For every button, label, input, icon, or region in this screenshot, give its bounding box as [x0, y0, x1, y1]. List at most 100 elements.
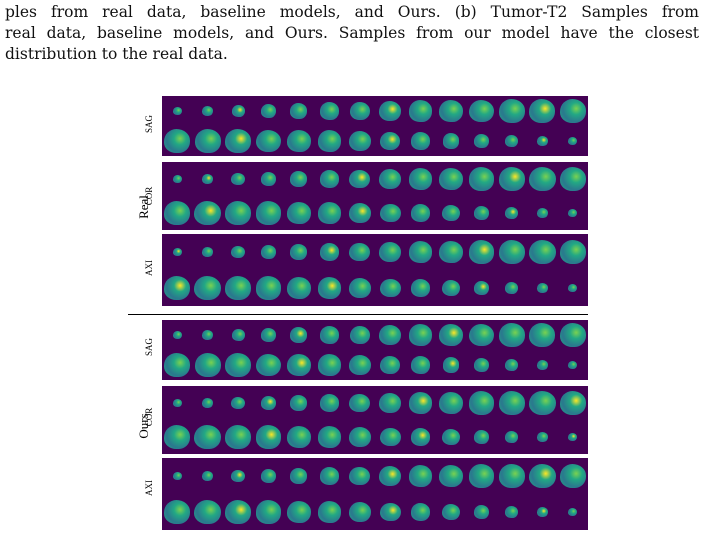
brain-slice	[194, 353, 221, 377]
brain-slice	[317, 130, 341, 152]
brain-slice	[172, 471, 182, 481]
brain-slice	[172, 247, 182, 257]
brain-slice	[379, 203, 401, 223]
brain-slice	[231, 396, 245, 410]
brain-slice	[505, 206, 519, 220]
brain-slice	[256, 129, 281, 153]
brain-slice	[473, 505, 490, 519]
brain-slice	[499, 99, 525, 123]
brain-slice	[348, 426, 371, 448]
brain-slice	[260, 172, 277, 186]
brain-slice	[468, 464, 495, 488]
brain-slice	[442, 133, 460, 149]
brain-slice	[505, 430, 519, 444]
brain-slice	[317, 277, 342, 299]
brain-slice	[505, 505, 519, 519]
brain-slice	[231, 245, 245, 259]
brain-slice	[408, 168, 433, 190]
brain-slice	[231, 172, 245, 186]
brain-slice	[442, 429, 460, 445]
brain-slice	[202, 330, 214, 340]
brain-slice	[231, 329, 245, 341]
brain-slice	[286, 129, 311, 153]
brain-slice	[442, 280, 460, 296]
brain-slice	[349, 393, 371, 413]
brain-slice	[529, 166, 556, 192]
brain-slice	[349, 325, 370, 345]
brain-slice	[379, 168, 402, 190]
brain-slice	[231, 469, 245, 483]
brain-slice	[559, 463, 586, 489]
brain-slice	[349, 242, 371, 262]
brain-slice	[225, 129, 251, 153]
brain-slice	[529, 390, 556, 416]
brain-slice	[379, 241, 402, 263]
figure-caption: ples from real data, baseline models, an…	[5, 2, 699, 65]
brain-slice	[286, 276, 312, 300]
brain-slice	[202, 470, 214, 482]
brain-slice	[261, 328, 276, 342]
brain-slice	[164, 200, 191, 226]
brain-slice	[505, 281, 519, 295]
brain-slice	[439, 99, 464, 123]
brain-slice	[559, 323, 586, 347]
brain-slice	[319, 394, 339, 412]
brain-slice	[225, 276, 252, 300]
brain-slice	[320, 102, 339, 120]
brain-slice	[473, 281, 490, 295]
brain-slice	[559, 239, 586, 265]
panel-ours-sag	[162, 320, 588, 380]
brain-slice	[349, 169, 371, 189]
brain-slice	[172, 107, 182, 115]
brain-slice	[536, 282, 548, 294]
brain-slice	[290, 171, 308, 187]
brain-slice	[194, 129, 221, 153]
brain-slice	[348, 354, 371, 375]
brain-slice	[536, 136, 548, 146]
brain-slice	[349, 466, 371, 486]
caption-line-3: distribution to the real data.	[5, 45, 228, 63]
brain-slice	[255, 201, 282, 225]
brain-slice	[290, 244, 308, 260]
brain-slice	[469, 99, 494, 123]
brain-slice	[498, 391, 525, 415]
view-label-ours-axi: AXI	[144, 480, 154, 496]
brain-slice	[379, 427, 401, 447]
brain-slice	[319, 170, 339, 188]
brain-slice	[379, 392, 402, 414]
brain-slice	[568, 507, 578, 517]
brain-slice	[348, 130, 371, 151]
brain-slice	[529, 239, 556, 265]
brain-slice	[438, 464, 464, 488]
brain-slice	[473, 430, 490, 444]
brain-slice	[202, 397, 214, 409]
brain-slice	[505, 359, 519, 371]
brain-slice	[468, 391, 495, 415]
brain-slice	[474, 134, 489, 148]
brain-slice	[319, 467, 339, 485]
brain-slice	[442, 205, 460, 221]
brain-slice	[536, 207, 548, 219]
brain-slice	[261, 104, 276, 118]
brain-slice	[164, 353, 191, 377]
brain-slice	[225, 201, 252, 225]
brain-slice	[286, 425, 312, 449]
brain-slice	[442, 504, 460, 520]
brain-slice	[473, 206, 490, 220]
brain-slice	[286, 353, 311, 377]
brain-slice	[255, 425, 282, 449]
brain-slice	[164, 275, 191, 301]
brain-slice	[536, 360, 548, 370]
brain-slice	[317, 354, 341, 376]
brain-slice	[442, 357, 460, 373]
brain-slice	[468, 240, 495, 264]
brain-slice	[411, 428, 431, 446]
brain-slice	[379, 100, 402, 121]
brain-slice	[438, 167, 464, 191]
brain-slice	[468, 167, 495, 191]
brain-slice	[164, 129, 191, 153]
brain-slice	[260, 245, 277, 259]
brain-slice	[255, 276, 282, 300]
brain-slice	[290, 395, 308, 411]
brain-slice	[439, 323, 464, 347]
